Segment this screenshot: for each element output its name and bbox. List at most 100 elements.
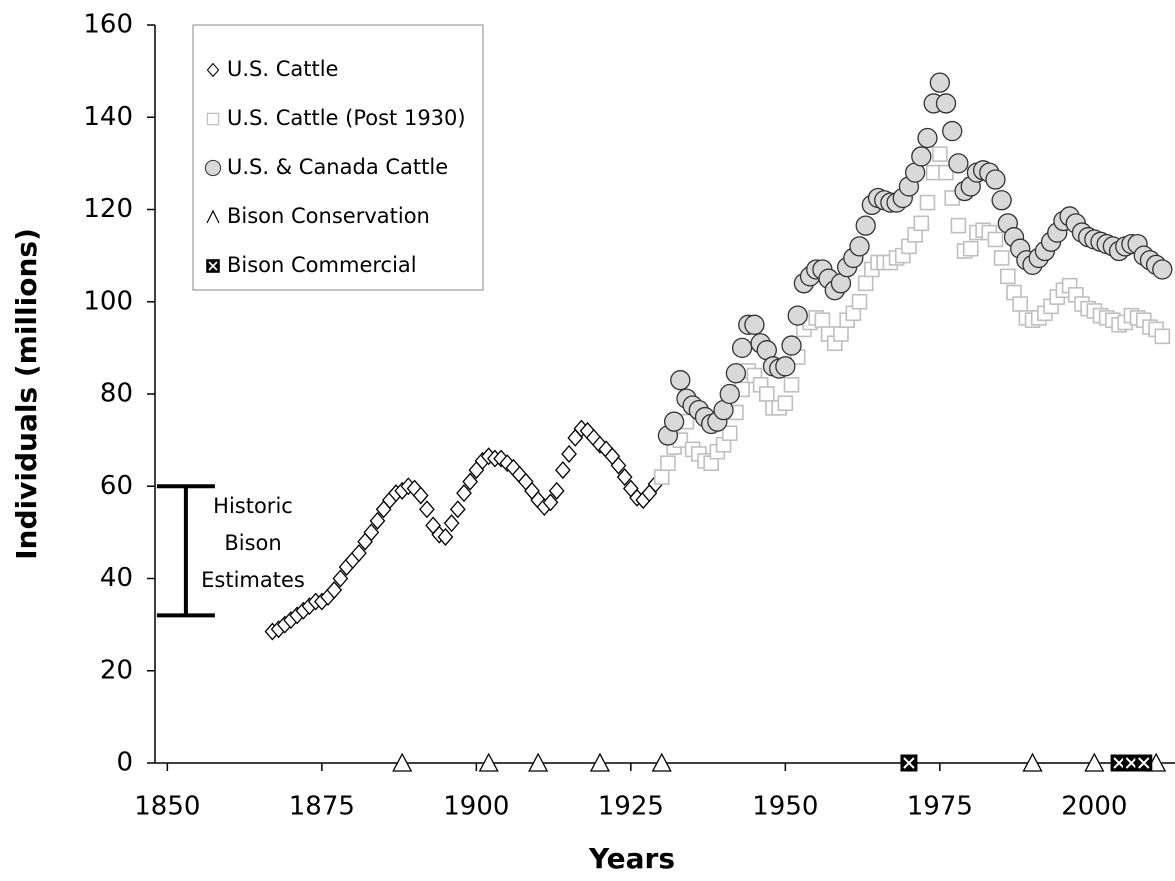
point xyxy=(326,581,343,600)
point xyxy=(437,528,454,546)
point xyxy=(419,500,435,519)
point xyxy=(932,146,948,162)
x-tick-label: 2000 xyxy=(1061,792,1127,822)
point xyxy=(725,363,747,384)
y-tick-label: 80 xyxy=(100,379,133,409)
point xyxy=(993,250,1010,266)
point xyxy=(1012,296,1028,312)
point xyxy=(670,370,691,391)
point xyxy=(561,444,577,463)
annotation-text: Historic xyxy=(213,494,293,518)
legend-marker xyxy=(204,159,222,177)
x-tick-label: 1850 xyxy=(134,792,200,822)
point xyxy=(555,461,571,480)
point xyxy=(917,127,938,149)
point xyxy=(443,514,460,533)
y-tick-label: 120 xyxy=(83,194,133,224)
point xyxy=(900,754,918,772)
point xyxy=(392,752,413,772)
x-tick-label: 1900 xyxy=(443,792,509,822)
point xyxy=(759,386,775,402)
legend-box xyxy=(192,24,484,291)
point xyxy=(787,305,808,326)
point xyxy=(911,146,932,167)
point xyxy=(777,395,794,412)
point xyxy=(528,752,549,772)
point xyxy=(369,511,386,530)
point xyxy=(781,335,802,356)
point xyxy=(1154,328,1171,345)
y-axis-title: Individuals (millions) xyxy=(10,228,43,560)
point xyxy=(948,153,969,174)
x-tick-label: 1975 xyxy=(907,792,973,822)
point xyxy=(589,752,611,772)
point xyxy=(857,275,874,292)
point xyxy=(363,523,380,542)
point xyxy=(814,312,831,329)
y-tick-label: 160 xyxy=(83,10,133,40)
point xyxy=(332,569,349,588)
point xyxy=(660,455,676,471)
point xyxy=(987,231,1004,248)
point xyxy=(919,194,936,211)
y-tick-label: 20 xyxy=(100,655,133,685)
point xyxy=(731,337,753,359)
point xyxy=(935,93,957,114)
x-tick-label: 1950 xyxy=(752,792,818,822)
point xyxy=(1135,754,1153,772)
legend-marker xyxy=(206,112,220,126)
point xyxy=(663,411,685,432)
point xyxy=(478,752,499,772)
point xyxy=(542,493,559,512)
y-tick-label: 40 xyxy=(100,563,133,593)
y-tick-label: 100 xyxy=(83,286,133,316)
legend-label: Bison Commercial xyxy=(227,253,417,277)
annotation-text: Bison xyxy=(224,531,281,555)
y-tick-label: 0 xyxy=(116,748,133,778)
point xyxy=(851,293,868,310)
point xyxy=(938,164,954,181)
point xyxy=(351,544,367,563)
point xyxy=(548,481,565,500)
point xyxy=(849,236,870,257)
legend-marker xyxy=(206,62,220,78)
point xyxy=(719,383,740,405)
point xyxy=(462,472,479,491)
point xyxy=(456,484,472,503)
point xyxy=(962,240,979,257)
legend-label: U.S. Cattle (Post 1930) xyxy=(227,106,466,130)
point xyxy=(1000,268,1016,285)
point xyxy=(653,469,670,485)
x-tick-label: 1925 xyxy=(598,792,664,822)
point xyxy=(1022,752,1043,772)
point xyxy=(412,486,429,505)
point xyxy=(721,425,738,442)
point xyxy=(610,456,627,475)
legend-label: U.S. Cattle xyxy=(227,57,338,81)
point xyxy=(1084,752,1105,772)
point xyxy=(616,468,633,487)
point xyxy=(855,215,876,236)
point xyxy=(783,376,800,393)
point xyxy=(744,314,765,335)
point xyxy=(1152,259,1173,280)
annotation-text: Estimates xyxy=(201,568,305,592)
legend-label: U.S. & Canada Cattle xyxy=(227,155,448,179)
point xyxy=(913,215,930,232)
point xyxy=(950,217,967,234)
point xyxy=(985,169,1006,190)
legend-marker xyxy=(206,209,220,224)
point xyxy=(651,752,672,772)
point xyxy=(929,72,950,93)
legend-marker xyxy=(206,259,220,273)
x-axis-title: Years xyxy=(588,842,675,875)
point xyxy=(775,356,796,377)
y-tick-label: 60 xyxy=(100,471,133,501)
legend-label: Bison Conservation xyxy=(227,204,430,228)
point xyxy=(942,120,963,142)
point xyxy=(991,190,1012,211)
point xyxy=(833,326,849,342)
y-tick-label: 140 xyxy=(83,102,133,132)
x-tick-label: 1875 xyxy=(289,792,355,822)
